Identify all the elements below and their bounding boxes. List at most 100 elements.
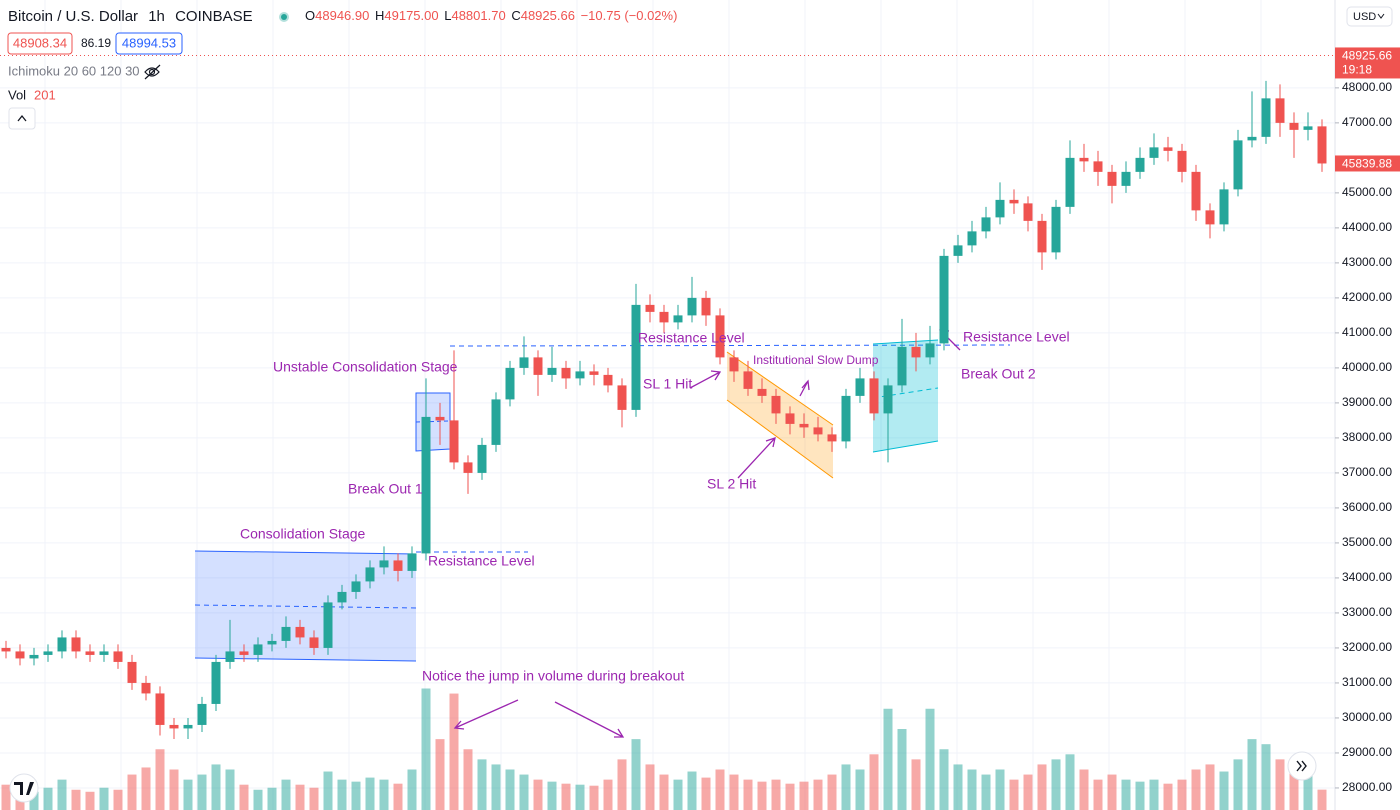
volume-bar xyxy=(29,791,39,810)
volume-bar xyxy=(729,774,739,810)
ohlc-key: L xyxy=(444,8,451,23)
y-tick-label: 30000.00 xyxy=(1342,710,1392,724)
price-axis xyxy=(1335,0,1400,810)
ohlc-value: 49175.00 xyxy=(384,8,438,23)
ohlc-value: 48801.70 xyxy=(451,8,505,23)
volume-bar xyxy=(561,783,571,810)
volume-bar xyxy=(407,769,417,810)
scroll-button[interactable] xyxy=(1287,751,1317,781)
annotation: Consolidation Stage xyxy=(240,526,366,542)
annotation: Break Out 1 xyxy=(348,481,423,497)
candle-body xyxy=(771,395,781,414)
annotation: Resistance Level xyxy=(963,329,1070,345)
currency-button[interactable]: USD xyxy=(1346,6,1393,27)
volume-bar xyxy=(981,774,991,810)
spread: 86.19 xyxy=(81,36,111,50)
volume-bar xyxy=(869,754,879,810)
volume-bar xyxy=(1261,744,1271,810)
volume-bar xyxy=(477,759,487,810)
volume-bar xyxy=(99,787,109,810)
annotation: SL 1 Hit xyxy=(643,376,692,392)
candle-body xyxy=(729,357,739,372)
channel-top xyxy=(726,351,834,426)
volume-bar xyxy=(1093,779,1103,810)
candle-body xyxy=(939,255,949,344)
ohlc-value: 48946.90 xyxy=(315,8,369,23)
logo-mark xyxy=(14,782,34,795)
volume-bar xyxy=(141,767,151,810)
volume-bar xyxy=(463,749,473,810)
volume-bar xyxy=(351,781,361,810)
y-tick-label: 47000.00 xyxy=(1342,115,1392,129)
candle-body xyxy=(253,644,263,655)
indicator[interactable]: Ichimoku 20 60 120 30 xyxy=(8,63,140,78)
ask-box[interactable] xyxy=(115,32,183,55)
currency-box[interactable] xyxy=(1346,6,1393,27)
volume-bar xyxy=(197,774,207,810)
y-tick-label: 41000.00 xyxy=(1342,325,1392,339)
chevron xyxy=(17,114,27,122)
currency[interactable]: USD xyxy=(1353,11,1376,23)
y-tick-label: 40000.00 xyxy=(1342,360,1392,374)
volume-bar xyxy=(1177,779,1187,810)
candle-body xyxy=(1051,206,1061,253)
volume-bar xyxy=(393,783,403,810)
volume-bar xyxy=(1149,779,1159,810)
last-price-box xyxy=(1335,47,1400,79)
candle-body xyxy=(183,724,193,729)
volume-bar xyxy=(435,739,445,810)
volume-bar xyxy=(617,759,627,810)
volume-bar xyxy=(1289,769,1299,810)
bid[interactable]: 48908.34 xyxy=(13,35,67,50)
candle-body xyxy=(99,651,109,655)
volume-bar xyxy=(813,779,823,810)
ask[interactable]: 48994.53 xyxy=(122,35,176,50)
candle-body xyxy=(1065,157,1075,207)
volume-bar xyxy=(519,774,529,810)
candle-body xyxy=(1121,171,1131,186)
volume-bar xyxy=(827,774,837,810)
candle-body xyxy=(561,367,571,379)
candle-body xyxy=(1079,157,1089,162)
slash xyxy=(144,64,161,80)
candle-body xyxy=(827,434,837,442)
volume-bar xyxy=(757,781,767,810)
candles xyxy=(1,80,1327,739)
candle-body xyxy=(673,315,683,323)
volume-bar xyxy=(533,779,543,810)
volume-bar xyxy=(953,764,963,810)
last-price: 48925.66 xyxy=(1342,49,1392,63)
volume-bar xyxy=(1023,774,1033,810)
candle-body xyxy=(1219,189,1229,225)
volume-bar xyxy=(267,787,277,810)
volume-bar xyxy=(967,769,977,810)
bid-box[interactable] xyxy=(7,32,73,55)
candle-body xyxy=(1177,150,1187,172)
ohlc-value: 48925.66 xyxy=(521,8,575,23)
y-tick-label: 48000.00 xyxy=(1342,80,1392,94)
volume-bar xyxy=(897,729,907,810)
candle-body xyxy=(715,315,725,358)
annotation: Notice the jump in volume during breakou… xyxy=(422,668,684,684)
arrow xyxy=(799,379,810,397)
volume-bar xyxy=(253,789,263,810)
volume-bar xyxy=(85,791,95,810)
volume-bar xyxy=(1009,779,1019,810)
volume-pane xyxy=(1,688,1327,810)
volume-bar xyxy=(1037,764,1047,810)
button-box[interactable] xyxy=(8,107,36,130)
candle-body xyxy=(197,703,207,725)
ohlc-key: O xyxy=(305,8,315,23)
y-tick-label: 29000.00 xyxy=(1342,745,1392,759)
candle-body xyxy=(113,651,123,662)
button-circle[interactable] xyxy=(1287,751,1317,781)
annotation: Institutional Slow Dump xyxy=(753,353,879,367)
y-tick-label: 42000.00 xyxy=(1342,290,1392,304)
collapse-button[interactable] xyxy=(8,107,36,130)
candle-body xyxy=(617,385,627,410)
candle-body xyxy=(225,651,235,662)
hide-icon[interactable] xyxy=(144,64,161,80)
volume-bar xyxy=(1,784,11,810)
logo-circle xyxy=(9,773,39,803)
y-tick-label: 34000.00 xyxy=(1342,570,1392,584)
